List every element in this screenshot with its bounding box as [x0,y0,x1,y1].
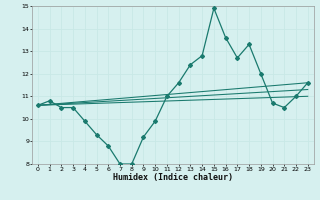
X-axis label: Humidex (Indice chaleur): Humidex (Indice chaleur) [113,173,233,182]
